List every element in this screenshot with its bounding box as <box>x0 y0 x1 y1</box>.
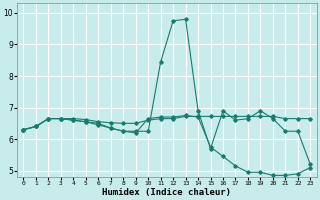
X-axis label: Humidex (Indice chaleur): Humidex (Indice chaleur) <box>102 188 231 197</box>
